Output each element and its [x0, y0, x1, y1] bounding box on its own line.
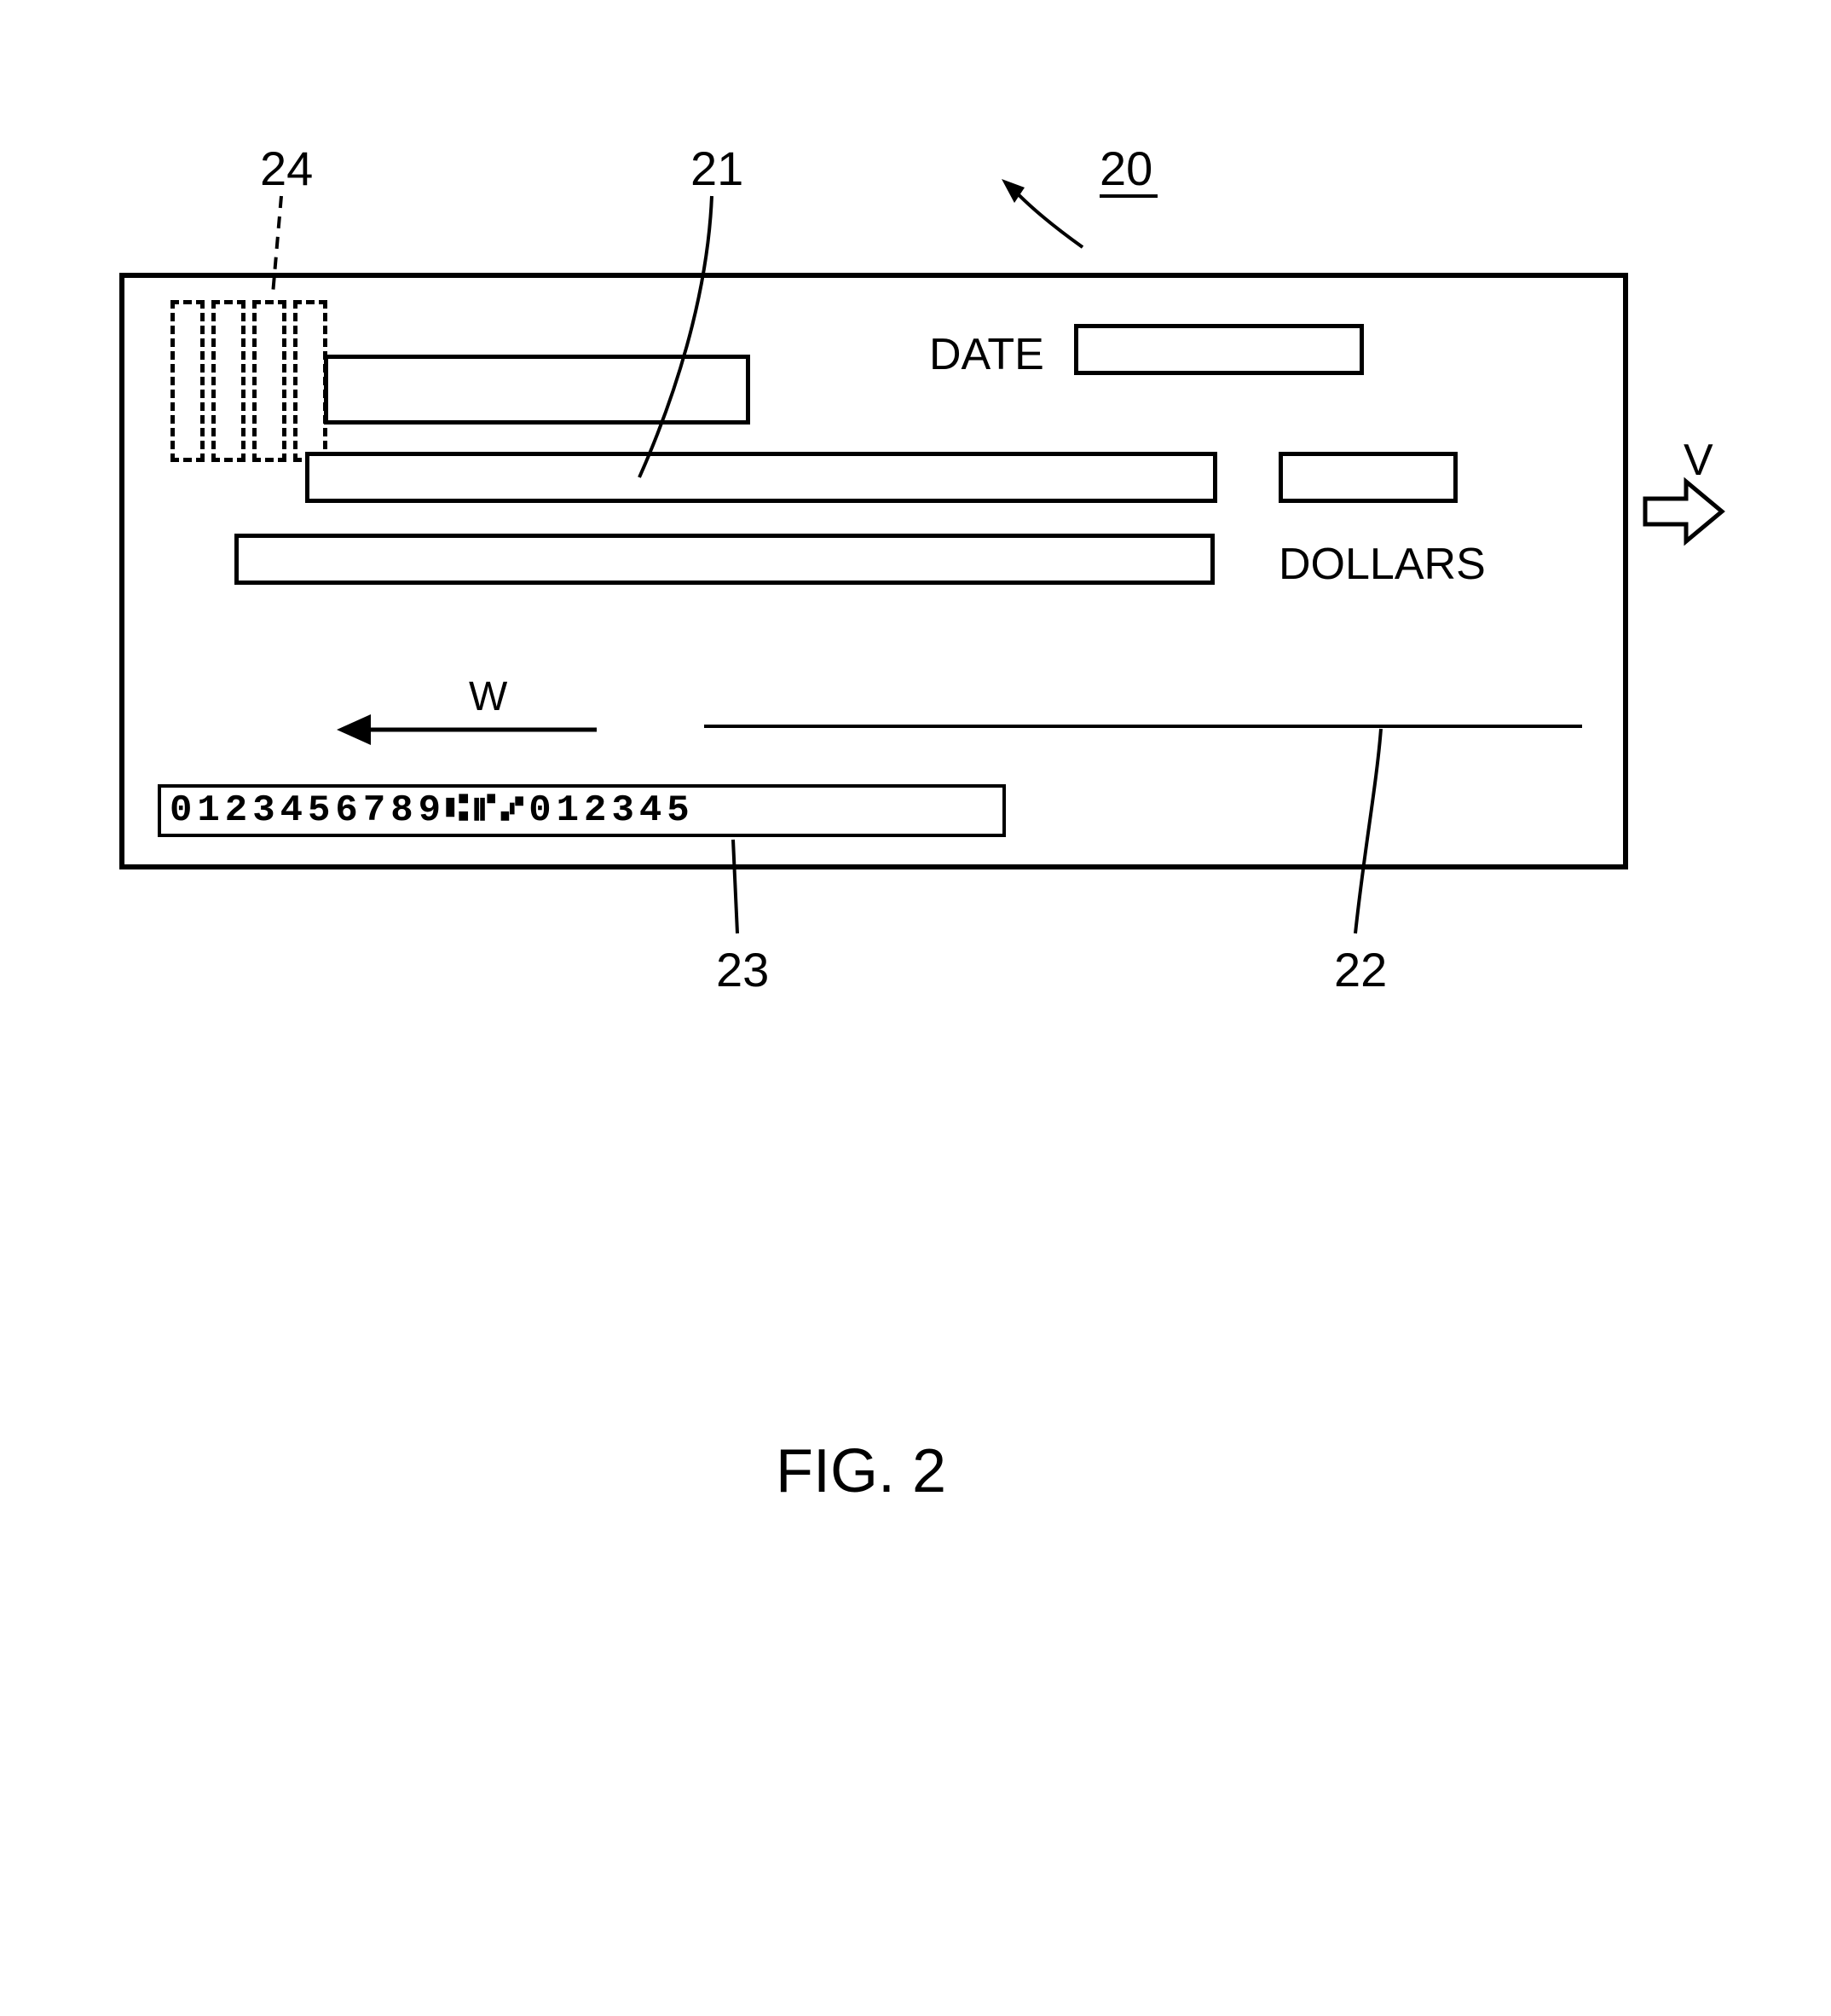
pay-to-line-box — [305, 452, 1217, 503]
ref-22: 22 — [1334, 942, 1387, 997]
ref-20: 20 — [1100, 141, 1152, 196]
signature-line — [704, 725, 1582, 728]
ref-20-leader — [1002, 179, 1083, 247]
date-box — [1074, 324, 1364, 375]
w-label: W — [469, 673, 507, 720]
figure-caption: FIG. 2 — [776, 1436, 946, 1506]
micr-box: 0123456789⑆⑈⑇012345 — [158, 784, 1006, 837]
v-arrow-icon — [1645, 482, 1722, 541]
ref-24: 24 — [260, 141, 313, 196]
amount-box — [1279, 452, 1458, 503]
dashed-col-3 — [252, 300, 286, 462]
date-label: DATE — [929, 329, 1044, 380]
micr-text: 0123456789⑆⑈⑇012345 — [170, 789, 695, 832]
dollars-label: DOLLARS — [1279, 539, 1486, 590]
payee-box — [324, 355, 750, 425]
dashed-col-1 — [170, 300, 205, 462]
ref-20-underline — [1100, 194, 1158, 198]
dashed-col-2 — [211, 300, 245, 462]
v-label: V — [1684, 435, 1713, 486]
amount-words-box — [234, 534, 1215, 585]
figure-canvas: DATE DOLLARS 0123456789⑆⑈⑇012345 V W 20 … — [0, 0, 1831, 2016]
dashed-col-4 — [293, 300, 327, 462]
ref-23: 23 — [716, 942, 769, 997]
ref-21: 21 — [690, 141, 743, 196]
